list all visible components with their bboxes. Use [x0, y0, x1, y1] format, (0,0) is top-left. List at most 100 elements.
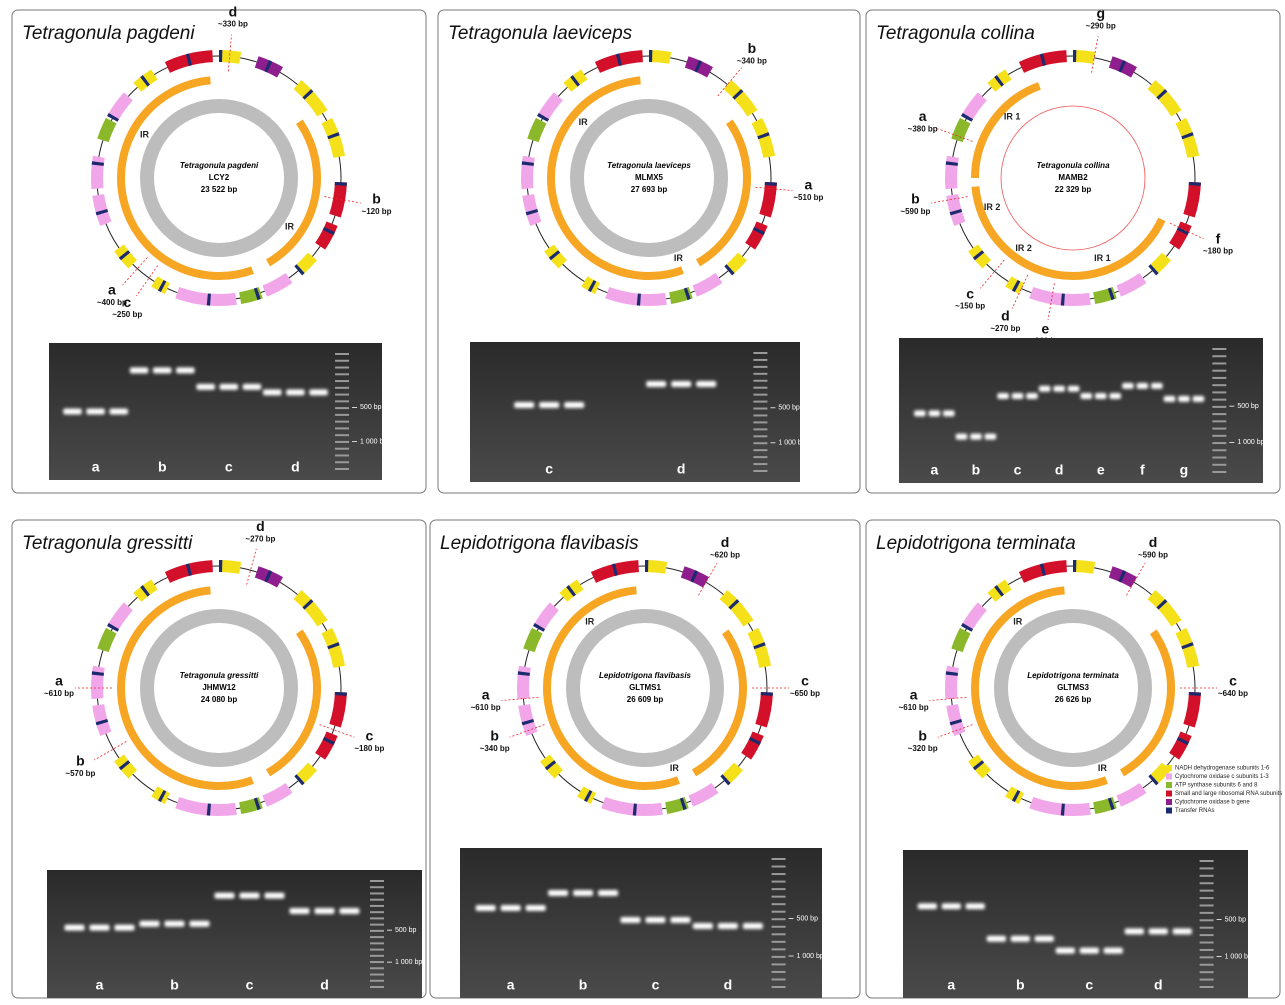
gene-block [951, 157, 953, 189]
trna-tick [554, 254, 556, 256]
amplicon-size: ~330 bp [218, 20, 248, 29]
ladder-band [753, 428, 767, 430]
ladder-band [370, 917, 384, 919]
amplicon-size: ~180 bp [1203, 247, 1233, 256]
amplicon-size: ~340 bp [737, 57, 767, 66]
trna-tick [187, 59, 190, 60]
amplicon-size: ~180 bp [354, 744, 384, 753]
gel-band [1109, 393, 1121, 399]
ladder-band [335, 367, 349, 369]
ladder-band [753, 359, 767, 361]
ladder-band [370, 905, 384, 907]
gel-band [286, 389, 305, 395]
gel-band [220, 384, 239, 390]
ladder-band [1212, 457, 1226, 459]
ladder-band [1212, 370, 1226, 372]
ladder-band [1200, 882, 1214, 884]
ladder-label: 1 000 bp [360, 438, 387, 445]
ladder-band [335, 360, 349, 362]
gene-block [951, 667, 953, 699]
amplicon-size: ~590 bp [900, 207, 930, 216]
lane-label: a [507, 977, 515, 993]
amplicon-letter: a [55, 673, 63, 689]
gel-band [340, 908, 360, 914]
ladder-band [335, 461, 349, 463]
legend-label: NADH dehydrogenase subunits 1-6 [1175, 766, 1270, 772]
ladder-label: 500 bp [778, 405, 800, 412]
ladder-band [1212, 442, 1226, 444]
ladder-band [772, 873, 786, 875]
gene-block [533, 121, 541, 141]
ir-label: IR 2 [984, 202, 1001, 212]
ladder-band [1200, 927, 1214, 929]
amplicon-size: ~290 bp [1086, 22, 1116, 31]
ladder-band [753, 387, 767, 389]
gene-block [952, 705, 960, 734]
gel-band [514, 402, 534, 408]
legend-label: Cytochrome oxidase b gene [1175, 800, 1250, 806]
ladder-band [753, 394, 767, 396]
map-name: Tetragonula collina [1036, 161, 1110, 170]
amplicon-size: ~120 bp [362, 207, 392, 216]
ladder-label: 1 000 bp [778, 440, 805, 447]
ladder-label: 500 bp [797, 915, 819, 922]
trna-tick [1152, 779, 1154, 781]
ladder-band [370, 955, 384, 957]
map-code: MAMB2 [1058, 173, 1088, 182]
gel-band [1068, 386, 1080, 392]
ladder-band [772, 956, 786, 958]
gel-band [130, 367, 149, 373]
ladder-band [1212, 348, 1226, 350]
gel-band [1149, 928, 1168, 934]
gel-band [645, 917, 665, 923]
gene-block [1189, 182, 1195, 215]
lane-label: a [930, 462, 938, 478]
map-length: 26 626 bp [1055, 695, 1092, 704]
ladder-band [1200, 971, 1214, 973]
gel-band [63, 409, 81, 415]
gel-band [696, 381, 716, 387]
trna-tick [978, 764, 980, 766]
trna-tick [1110, 803, 1113, 804]
ladder-band [772, 858, 786, 860]
ladder-label: 500 bp [360, 404, 382, 411]
ladder-band [1200, 912, 1214, 914]
ladder-band [1212, 399, 1226, 401]
map-length: 27 693 bp [631, 185, 668, 194]
amplicon-size: ~610 bp [899, 703, 929, 712]
gene-block [98, 705, 106, 734]
trna-tick [733, 603, 735, 605]
lane-label: c [545, 461, 553, 477]
trna-tick [1187, 644, 1188, 647]
trna-tick [161, 285, 164, 286]
gel-band [956, 434, 968, 440]
ladder-band [370, 961, 384, 963]
gel-band [1080, 948, 1099, 954]
trna-tick [754, 740, 755, 743]
amplicon-letter: d [1149, 534, 1158, 550]
map-length: 26 609 bp [627, 695, 664, 704]
ladder-band [335, 394, 349, 396]
trna-tick [1187, 134, 1188, 137]
ladder-band [335, 448, 349, 450]
amplicon-size: ~380 bp [908, 124, 938, 133]
gene-block [523, 667, 525, 699]
ladder-band [772, 926, 786, 928]
amplicon-letter: e [1041, 320, 1049, 336]
gel-band [165, 921, 185, 927]
gel-band [943, 410, 955, 416]
amplicon-size: ~270 bp [245, 535, 275, 544]
ladder-band [370, 967, 384, 969]
amplicon-size: ~250 bp [112, 310, 142, 319]
ladder-band [1200, 942, 1214, 944]
amplicon-size: ~590 bp [1138, 551, 1168, 560]
panel-title: Tetragonula laeviceps [448, 23, 633, 44]
amplicon-letter: a [482, 687, 490, 703]
gel-band [240, 893, 260, 899]
gel-band [1053, 386, 1065, 392]
gene-block [524, 705, 532, 734]
amplicon-size: ~320 bp [908, 744, 938, 753]
amplicon-letter: a [108, 282, 116, 298]
ladder-band [1212, 362, 1226, 364]
